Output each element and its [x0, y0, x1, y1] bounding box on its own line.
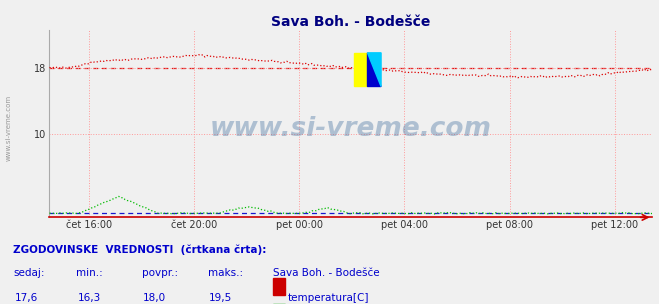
- Text: Sava Boh. - Bodešče: Sava Boh. - Bodešče: [273, 268, 380, 278]
- Text: www.si-vreme.com: www.si-vreme.com: [210, 116, 492, 143]
- Polygon shape: [368, 53, 381, 87]
- Title: Sava Boh. - Bodešče: Sava Boh. - Bodešče: [272, 15, 430, 29]
- Text: ZGODOVINSKE  VREDNOSTI  (črtkana črta):: ZGODOVINSKE VREDNOSTI (črtkana črta):: [13, 245, 266, 255]
- Text: maks.:: maks.:: [208, 268, 243, 278]
- Text: 16,3: 16,3: [77, 293, 101, 303]
- Text: 19,5: 19,5: [209, 293, 233, 303]
- Text: sedaj:: sedaj:: [13, 268, 45, 278]
- Text: 18,0: 18,0: [143, 293, 167, 303]
- Bar: [354, 53, 368, 87]
- Text: min.:: min.:: [76, 268, 103, 278]
- Text: povpr.:: povpr.:: [142, 268, 178, 278]
- Text: www.si-vreme.com: www.si-vreme.com: [5, 95, 11, 161]
- Polygon shape: [368, 53, 381, 87]
- Text: temperatura[C]: temperatura[C]: [288, 293, 370, 303]
- Text: 17,6: 17,6: [14, 293, 38, 303]
